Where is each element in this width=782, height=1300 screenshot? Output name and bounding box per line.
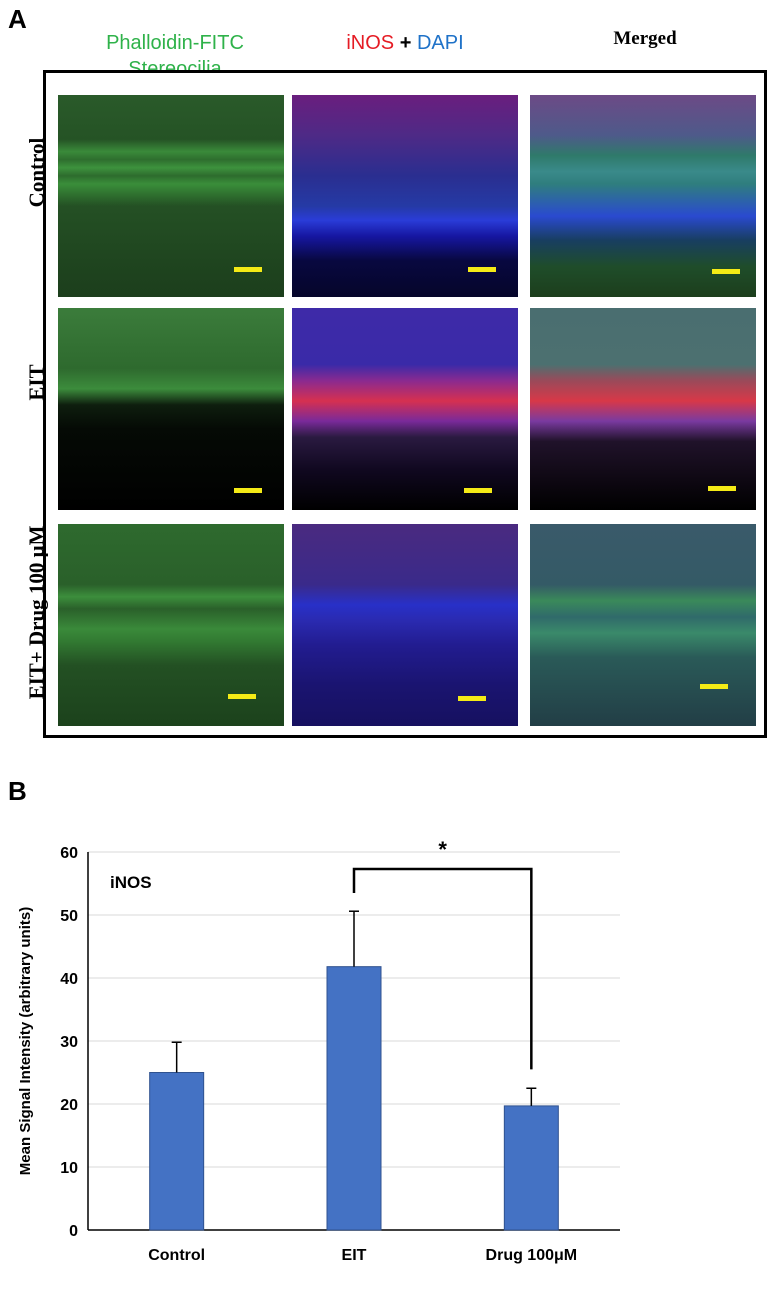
micrograph-control-inos-dapi <box>292 95 518 297</box>
micrograph-control-merged <box>530 95 756 297</box>
micrograph-eit-inos-dapi <box>292 308 518 510</box>
bar-0 <box>149 1072 205 1231</box>
scale-bar <box>712 269 740 274</box>
micrograph-drug-merged <box>530 524 756 726</box>
y-tick-label: 30 <box>60 1034 78 1051</box>
scale-bar <box>700 684 728 689</box>
micrograph-eit-merged <box>530 308 756 510</box>
labels: 0 10 20 30 40 50 60 Control EIT Drug 100μM Mean Si… <box>17 837 577 1264</box>
scale-bar <box>464 488 492 493</box>
y-tick-label: 60 <box>60 845 78 862</box>
significance-bracket <box>352 867 533 1070</box>
bar-2 <box>503 1105 559 1231</box>
column-header-inos: iNOS <box>346 32 395 54</box>
x-tick-label: Control <box>148 1247 205 1264</box>
micrograph-drug-inos-dapi <box>292 524 518 726</box>
bars <box>149 910 559 1231</box>
column-header-dapi: DAPI <box>416 32 464 54</box>
column-header-merged: Merged <box>613 28 677 49</box>
y-tick-label: 40 <box>60 971 78 988</box>
micrograph-control-phalloidin <box>58 95 284 297</box>
micrograph-drug-phalloidin <box>58 524 284 726</box>
column-header-phalloidin-line1: Phalloidin-FITC <box>106 32 244 54</box>
y-tick-label: 50 <box>60 908 78 925</box>
bar-1 <box>326 966 382 1231</box>
significance-star: * <box>438 837 447 862</box>
panel-a-letter: A <box>8 4 27 34</box>
x-tick-label: Drug 100μM <box>486 1247 578 1264</box>
scale-bar <box>708 486 736 491</box>
y-tick-label: 10 <box>60 1160 78 1177</box>
y-tick-label: 0 <box>69 1223 78 1240</box>
column-header-inos-dapi: iNOS + DAPI <box>290 30 520 56</box>
scale-bar <box>234 267 262 272</box>
scale-bar <box>458 696 486 701</box>
scale-bar <box>228 694 256 699</box>
column-header-plus: + <box>394 32 417 54</box>
panel-b-letter: B <box>8 776 27 806</box>
chart-annotation: iNOS <box>110 873 152 892</box>
micrograph-eit-phalloidin <box>58 308 284 510</box>
y-axis-label: Mean Signal Intensity (arbitrary units) <box>17 907 34 1175</box>
scale-bar <box>234 488 262 493</box>
x-tick-label: EIT <box>342 1247 367 1264</box>
y-tick-label: 20 <box>60 1097 78 1114</box>
scale-bar <box>468 267 496 272</box>
